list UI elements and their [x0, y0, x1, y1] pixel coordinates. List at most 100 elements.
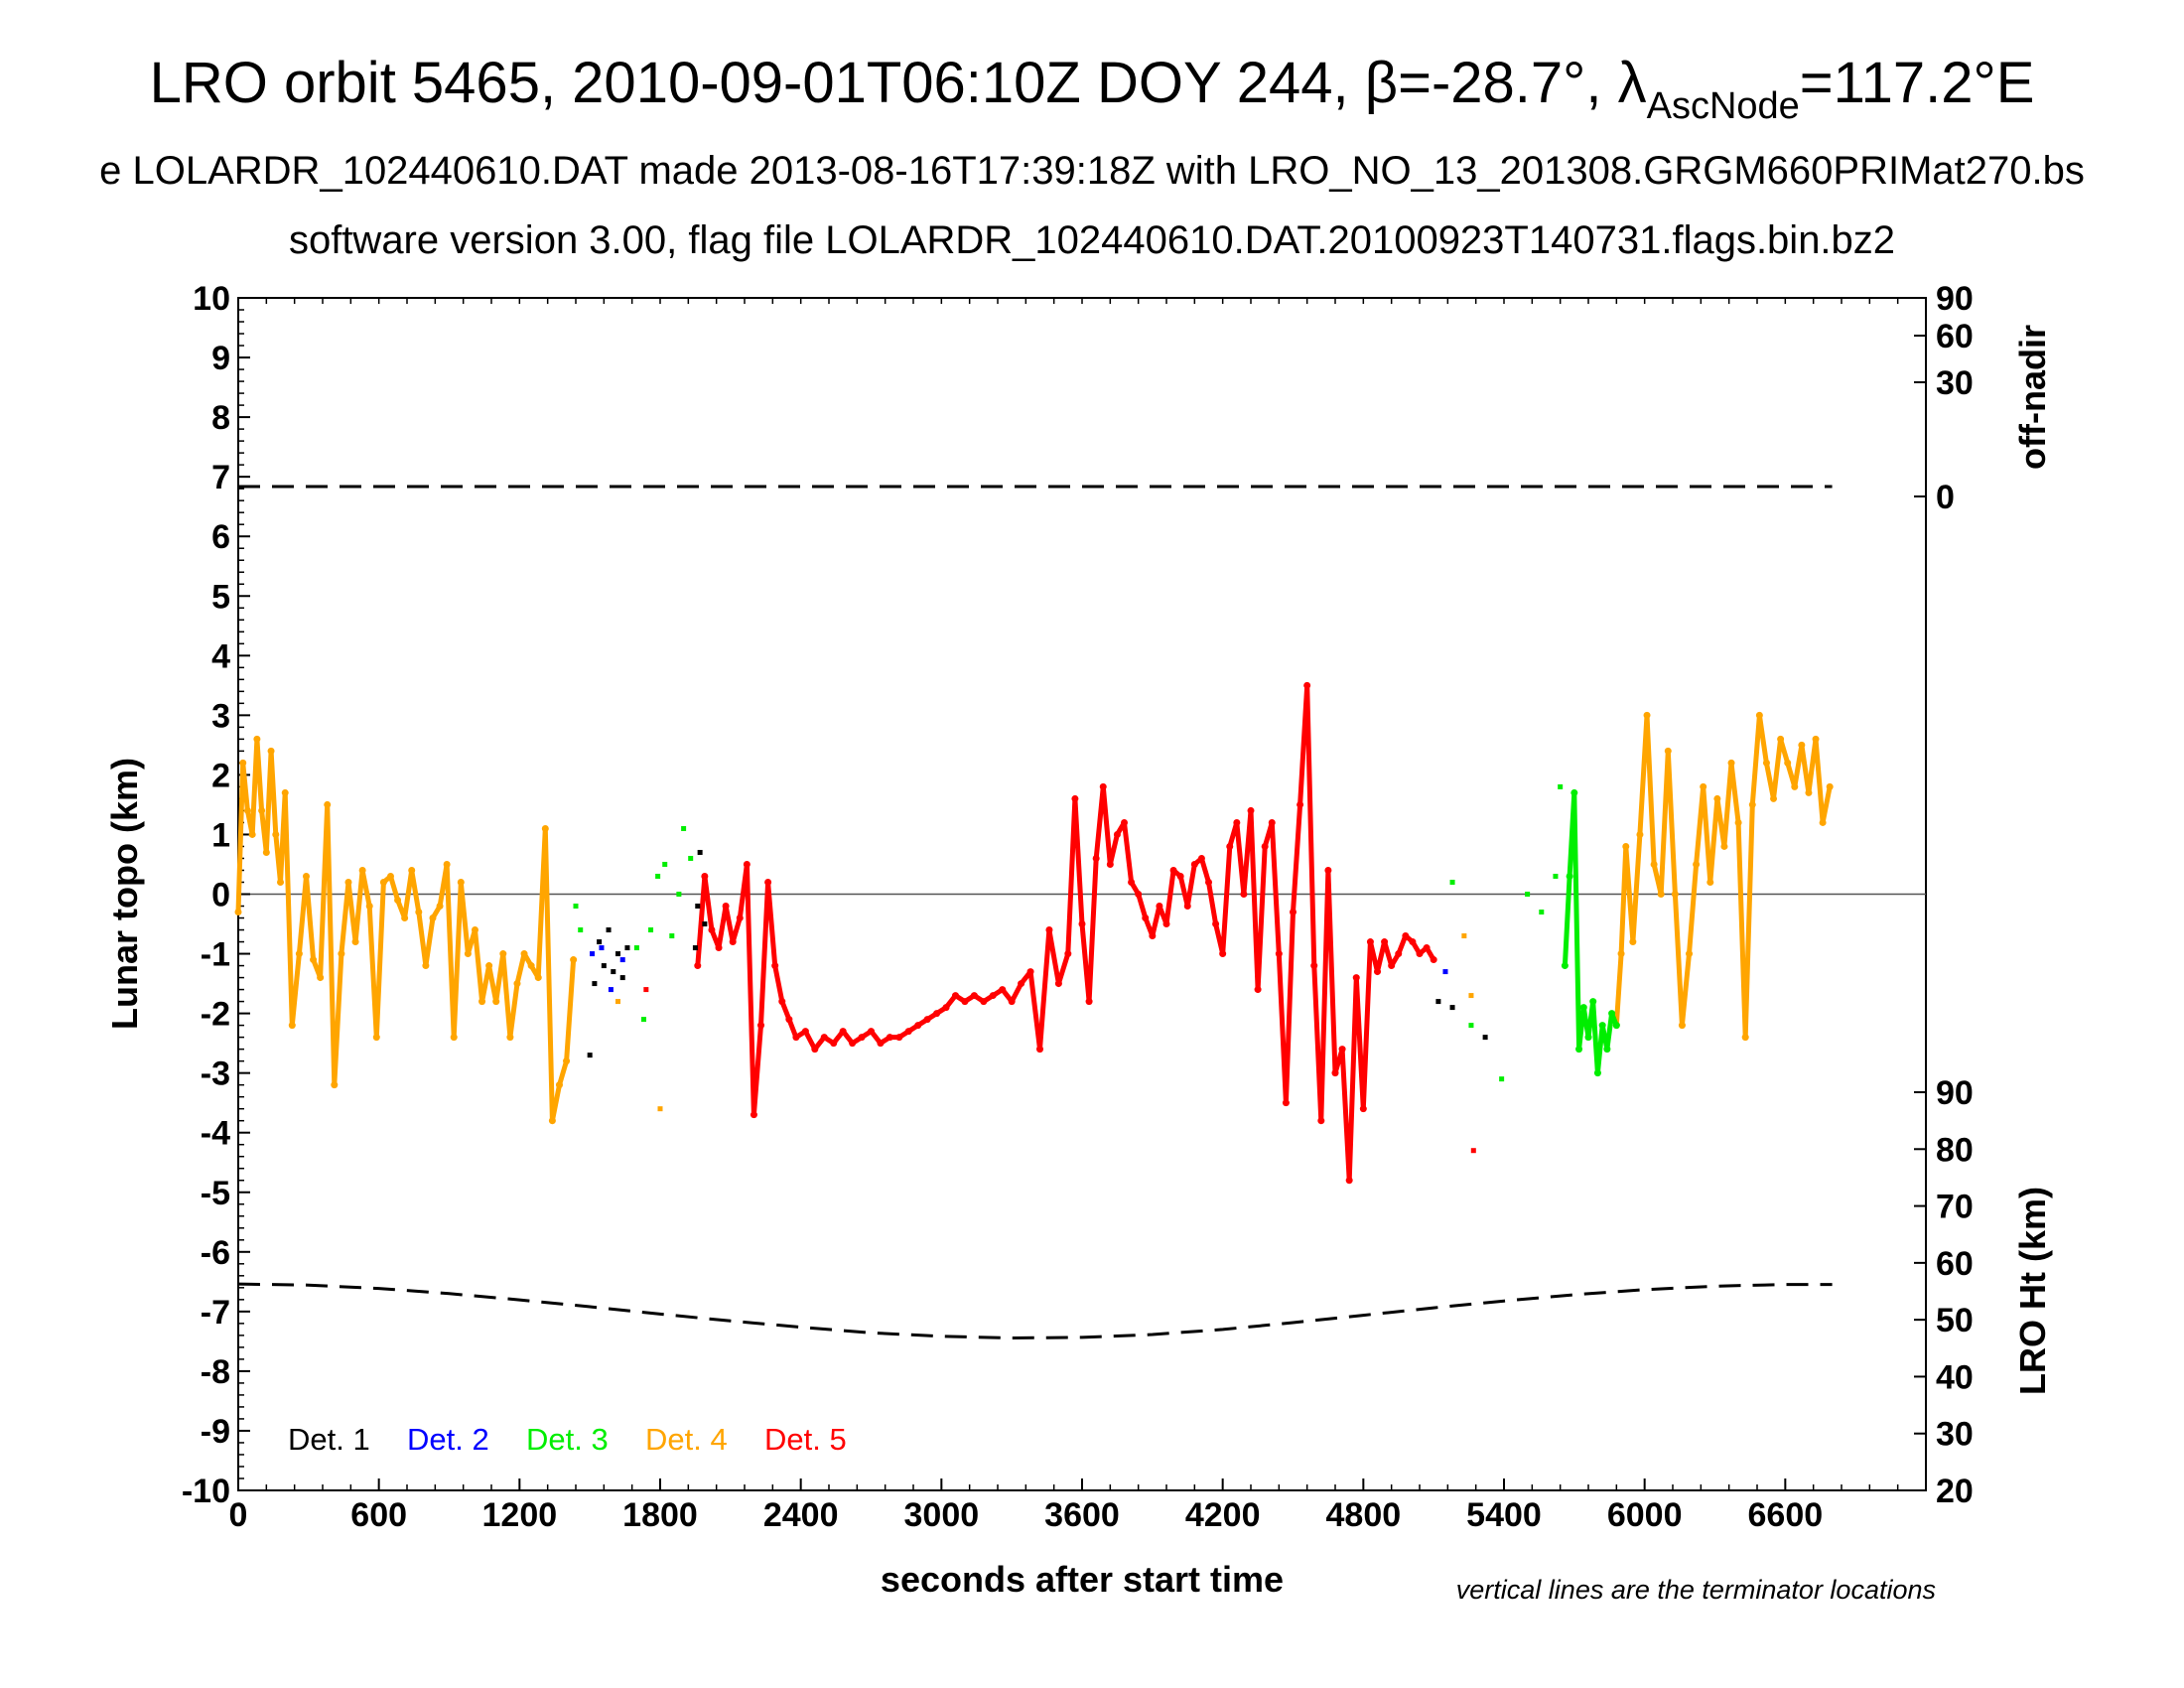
data-point [1183, 903, 1191, 911]
data-point [1374, 968, 1381, 976]
data-point [942, 1004, 950, 1012]
data-point [722, 903, 730, 911]
data-point [443, 860, 451, 868]
scatter-point-det3 [640, 1017, 646, 1023]
data-point [520, 950, 528, 958]
data-point [839, 1028, 847, 1036]
data-point [436, 903, 444, 911]
scatter-point-det3 [681, 825, 687, 831]
data-point [331, 1081, 339, 1089]
data-point [1092, 854, 1100, 862]
data-point [1212, 920, 1220, 928]
height-tick-label: 40 [1936, 1358, 1974, 1396]
data-point [1608, 1010, 1616, 1018]
data-point [1303, 681, 1311, 689]
data-point [1584, 1034, 1592, 1042]
data-point [379, 878, 387, 886]
y-tick-label: -4 [201, 1115, 230, 1153]
scatter-point-det4 [1468, 993, 1474, 999]
scatter-point-det3 [676, 892, 682, 897]
x-tick-label: 5400 [1466, 1496, 1542, 1534]
y-tick-label: 7 [211, 459, 230, 496]
data-point [1085, 998, 1093, 1006]
y-tick-label: 6 [211, 518, 230, 556]
data-point [895, 1034, 903, 1042]
scatter-point-det3 [633, 945, 639, 951]
data-point [1598, 1022, 1606, 1030]
data-point [429, 914, 437, 922]
data-point [1734, 818, 1742, 826]
scatter-point-det4 [1461, 933, 1467, 939]
offnadir-tick-label: 60 [1936, 318, 1974, 355]
scatter-point-det3 [1558, 783, 1564, 789]
data-point [534, 974, 542, 982]
data-point [277, 878, 284, 886]
data-point [1720, 842, 1728, 850]
data-point [541, 824, 549, 832]
legend-item: Det. 3 [526, 1422, 609, 1457]
x-tick-label: 600 [350, 1496, 407, 1534]
data-point [1570, 788, 1578, 796]
data-point [1777, 735, 1785, 743]
data-point [1430, 956, 1437, 964]
y-tick-label: 9 [211, 340, 230, 377]
data-point [1409, 938, 1417, 946]
y-tick-label: -5 [201, 1175, 230, 1212]
data-point [253, 735, 261, 743]
data-point [1561, 962, 1569, 970]
y-tick-label: 1 [211, 816, 230, 854]
scatter-point-det1 [592, 981, 598, 987]
data-point [563, 1057, 571, 1065]
y-tick-label: 10 [193, 280, 230, 318]
data-point [1226, 842, 1234, 850]
scatter-point-det3 [1449, 879, 1455, 885]
data-point [989, 992, 997, 1000]
x-tick-label: 3600 [1044, 1496, 1120, 1534]
data-point [1770, 794, 1778, 802]
scatter-point-det1 [606, 927, 612, 933]
scatter-point-det1 [1482, 1035, 1488, 1041]
data-point [743, 860, 751, 868]
x-tick-label: 6000 [1607, 1496, 1683, 1534]
height-tick-label: 70 [1936, 1189, 1974, 1226]
data-point [1416, 950, 1424, 958]
data-point [1176, 872, 1184, 880]
data-point [849, 1040, 857, 1048]
legend-item: Det. 5 [764, 1422, 847, 1457]
data-series [234, 681, 1834, 1185]
scatter-point-det3 [1468, 1023, 1474, 1029]
y2-axis-label-height: LRO Ht (km) [2012, 1187, 2053, 1395]
y-tick-label: -1 [201, 936, 230, 974]
scatter-point-det1 [692, 945, 698, 951]
y-tick-label: -9 [201, 1413, 230, 1451]
legend: Det. 1 Det. 2 Det. 3 Det. 4 Det. 5 [288, 1422, 847, 1457]
legend-item: Det. 1 [288, 1422, 370, 1457]
data-point [365, 903, 373, 911]
x-tick-label: 3000 [904, 1496, 980, 1534]
data-point [999, 986, 1007, 994]
data-point [1664, 747, 1672, 755]
data-point [729, 938, 737, 946]
legend-item: Det. 4 [645, 1422, 728, 1457]
scatter-point-det2 [1442, 969, 1448, 975]
data-point [830, 1040, 838, 1048]
data-point [317, 974, 325, 982]
series-line-det4-0 [235, 736, 577, 1124]
scatter-point-det1 [624, 945, 630, 951]
data-point [1784, 759, 1792, 767]
y-tick-label: -10 [182, 1473, 230, 1510]
data-point [506, 1034, 514, 1042]
data-point [1381, 938, 1389, 946]
data-point [715, 944, 723, 952]
data-point [1149, 932, 1157, 940]
data-point [694, 962, 702, 970]
chart-title-main: LRO orbit 5465, 2010-09-01T06:10Z DOY 24… [150, 51, 1647, 115]
data-point [1310, 962, 1318, 970]
y-tick-label: 2 [211, 757, 230, 794]
series-line-det3-0 [1562, 789, 1619, 1076]
data-point [485, 962, 493, 970]
data-point [1812, 735, 1820, 743]
data-point [1345, 1177, 1353, 1185]
data-point [267, 747, 275, 755]
height-tick-label: 50 [1936, 1302, 1974, 1339]
